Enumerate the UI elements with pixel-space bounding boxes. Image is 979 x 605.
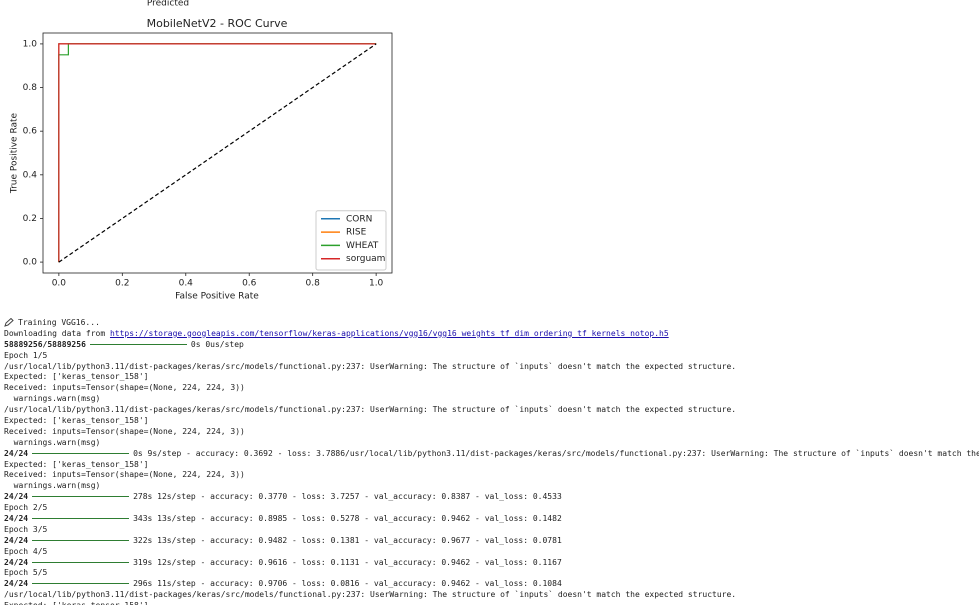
console-line: Received: inputs=Tensor(shape=(None, 224… <box>4 427 979 438</box>
progress-step: 24/24 <box>4 557 29 567</box>
console-text: Expected: ['keras_tensor_158'] <box>4 416 149 426</box>
console-text: Expected: ['keras_tensor_158'] <box>4 372 149 382</box>
progress-step: 24/24 <box>4 579 29 589</box>
console-text: Epoch 2/5 <box>4 503 48 513</box>
console-line: 24/24 343s 13s/step - accuracy: 0.8985 - … <box>4 514 979 525</box>
progress-step: 58889256/58889256 <box>4 339 86 349</box>
roc-line <box>58 43 377 263</box>
x-tick-label: 0.4 <box>179 279 194 289</box>
progress-status: 322s 13s/step - accuracy: 0.9482 - loss:… <box>133 535 562 545</box>
x-axis-label: False Positive Rate <box>175 292 259 302</box>
progress-step: 24/24 <box>4 535 29 545</box>
y-tick-label: 0.8 <box>23 83 38 93</box>
console-line: Epoch 1/5 <box>4 351 979 362</box>
progress-status: 278s 12s/step - accuracy: 0.3770 - loss:… <box>133 492 562 502</box>
x-tick-label: 0.6 <box>242 279 257 289</box>
y-tick-label: 0.2 <box>23 214 37 224</box>
y-axis-label: True Positive Rate <box>10 112 20 194</box>
console-line: Epoch 4/5 <box>4 547 979 558</box>
console-line: Expected: ['keras_tensor_158'] <box>4 416 979 427</box>
pencil-icon <box>4 318 14 327</box>
progress-bar <box>32 539 130 541</box>
legend-label: sorguam <box>346 254 385 264</box>
chart: Predicted MobileNetV2 - ROC Curve False … <box>10 0 393 302</box>
console-text: /usr/local/lib/python3.11/dist-packages/… <box>4 361 737 371</box>
console-line: 24/24 296s 11s/step - accuracy: 0.9706 - … <box>4 579 979 590</box>
download-link[interactable]: https://storage.googleapis.com/tensorflo… <box>109 328 669 338</box>
progress-status: 296s 11s/step - accuracy: 0.9706 - loss:… <box>133 579 562 589</box>
console-line: 24/24 278s 12s/step - accuracy: 0.3770 - … <box>4 492 979 503</box>
console-line: 24/24 319s 12s/step - accuracy: 0.9616 - … <box>4 558 979 569</box>
console-line: Epoch 3/5 <box>4 525 979 536</box>
console-line: /usr/local/lib/python3.11/dist-packages/… <box>4 362 979 373</box>
console-text: warnings.warn(msg) <box>4 394 101 404</box>
progress-bar <box>89 343 187 345</box>
console-line: 24/24 0s 9s/step - accuracy: 0.3692 - los… <box>4 449 979 460</box>
legend-label: CORN <box>346 214 372 224</box>
console-text: Expected: ['keras_tensor_158'] <box>4 601 149 605</box>
console-text: warnings.warn(msg) <box>4 437 101 447</box>
progress-bar <box>32 452 130 454</box>
console-output: Training VGG16... Downloading data from h… <box>4 318 979 605</box>
console-text: Expected: ['keras_tensor_158'] <box>4 459 149 469</box>
console-line: warnings.warn(msg) <box>4 394 979 405</box>
console-text: Epoch 3/5 <box>4 524 48 534</box>
console-line: Expected: ['keras_tensor_158'] <box>4 460 979 471</box>
console-text: Downloading data from <box>4 328 110 338</box>
console-line: Epoch 2/5 <box>4 503 979 514</box>
console-line: warnings.warn(msg) <box>4 481 979 492</box>
reference-line <box>58 43 377 263</box>
progress-bar <box>32 518 130 520</box>
console-line: Received: inputs=Tensor(shape=(None, 224… <box>4 383 979 394</box>
chart-title: MobileNetV2 - ROC Curve <box>147 17 288 30</box>
cut-axis-label: Predicted <box>147 0 189 9</box>
progress-step: 24/24 <box>4 492 29 502</box>
console-text: /usr/local/lib/python3.11/dist-packages/… <box>4 405 737 415</box>
console-text: Training VGG16... <box>18 318 100 327</box>
progress-status: 319s 12s/step - accuracy: 0.9616 - loss:… <box>133 557 562 567</box>
console-text: Received: inputs=Tensor(shape=(None, 224… <box>4 426 245 436</box>
console-text: /usr/local/lib/python3.11/dist-packages/… <box>4 590 737 600</box>
console-line: 24/24 322s 13s/step - accuracy: 0.9482 - … <box>4 536 979 547</box>
console-line: Epoch 5/5 <box>4 568 979 579</box>
progress-step: 24/24 <box>4 448 29 458</box>
console-text: warnings.warn(msg) <box>4 481 101 491</box>
legend-box <box>315 210 387 271</box>
y-tick-label: 0.6 <box>23 127 38 137</box>
console-line: Received: inputs=Tensor(shape=(None, 224… <box>4 470 979 481</box>
console-line: Expected: ['keras_tensor_158'] <box>4 372 979 383</box>
progress-bar <box>32 583 130 585</box>
console-text: Epoch 5/5 <box>4 568 48 578</box>
console-text: Received: inputs=Tensor(shape=(None, 224… <box>4 383 245 393</box>
progress-status: 0s 0us/step <box>190 339 244 349</box>
legend-label: WHEAT <box>346 241 379 251</box>
console-line: Training VGG16... <box>4 318 979 329</box>
x-tick-label: 0.2 <box>115 279 129 289</box>
console-text: Epoch 1/5 <box>4 350 48 360</box>
console-line: warnings.warn(msg) <box>4 438 979 449</box>
progress-bar <box>32 496 130 498</box>
y-tick-label: 0.0 <box>23 258 38 268</box>
progress-bar <box>32 561 130 563</box>
y-tick-label: 0.4 <box>23 170 38 180</box>
console-line: Expected: ['keras_tensor_158'] <box>4 601 979 605</box>
y-tick-label: 1.0 <box>23 39 38 49</box>
x-tick-label: 0.0 <box>52 279 67 289</box>
console-text: Received: inputs=Tensor(shape=(None, 224… <box>4 470 245 480</box>
legend-label: RISE <box>346 228 367 238</box>
plot-frame <box>42 32 393 274</box>
console-line: Downloading data from https://storage.go… <box>4 329 979 340</box>
console-text: Epoch 4/5 <box>4 546 48 556</box>
console-line: 58889256/58889256 0s 0us/step <box>4 340 979 351</box>
console-line: /usr/local/lib/python3.11/dist-packages/… <box>4 405 979 416</box>
x-tick-label: 0.8 <box>306 279 321 289</box>
progress-status: 0s 9s/step - accuracy: 0.3692 - loss: 3.… <box>133 448 979 458</box>
progress-step: 24/24 <box>4 514 29 524</box>
x-tick-label: 1.0 <box>369 279 384 289</box>
progress-status: 343s 13s/step - accuracy: 0.8985 - loss:… <box>133 514 562 524</box>
console-line: /usr/local/lib/python3.11/dist-packages/… <box>4 590 979 601</box>
